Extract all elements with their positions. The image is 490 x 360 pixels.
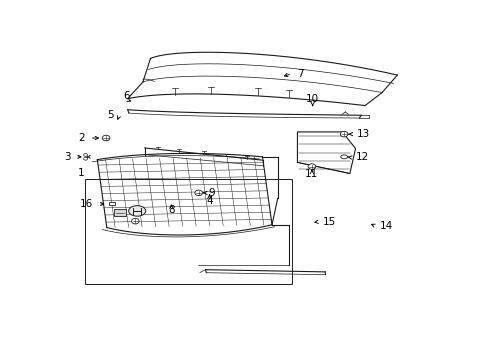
Text: 12: 12 bbox=[356, 152, 369, 162]
Circle shape bbox=[102, 135, 110, 141]
Bar bbox=[109, 202, 115, 205]
Text: 4: 4 bbox=[206, 196, 213, 206]
Circle shape bbox=[131, 219, 139, 224]
Text: 9: 9 bbox=[209, 188, 215, 198]
Bar bbox=[115, 209, 126, 216]
Text: 8: 8 bbox=[168, 204, 175, 215]
Circle shape bbox=[195, 190, 202, 195]
Bar bbox=[85, 179, 292, 284]
Text: 16: 16 bbox=[80, 199, 94, 209]
Text: 10: 10 bbox=[306, 94, 319, 104]
Text: 3: 3 bbox=[64, 152, 71, 162]
Text: 13: 13 bbox=[357, 129, 370, 139]
Text: 7: 7 bbox=[297, 69, 303, 79]
Text: 15: 15 bbox=[323, 217, 337, 227]
Text: 2: 2 bbox=[78, 133, 85, 143]
Circle shape bbox=[84, 153, 87, 156]
Text: 6: 6 bbox=[123, 91, 130, 102]
Circle shape bbox=[308, 164, 316, 169]
Text: 5: 5 bbox=[107, 110, 114, 120]
Text: 14: 14 bbox=[380, 221, 393, 231]
Circle shape bbox=[341, 131, 348, 137]
Ellipse shape bbox=[129, 206, 146, 216]
Text: 11: 11 bbox=[305, 169, 318, 179]
Text: 1: 1 bbox=[77, 168, 84, 179]
Circle shape bbox=[84, 157, 87, 160]
